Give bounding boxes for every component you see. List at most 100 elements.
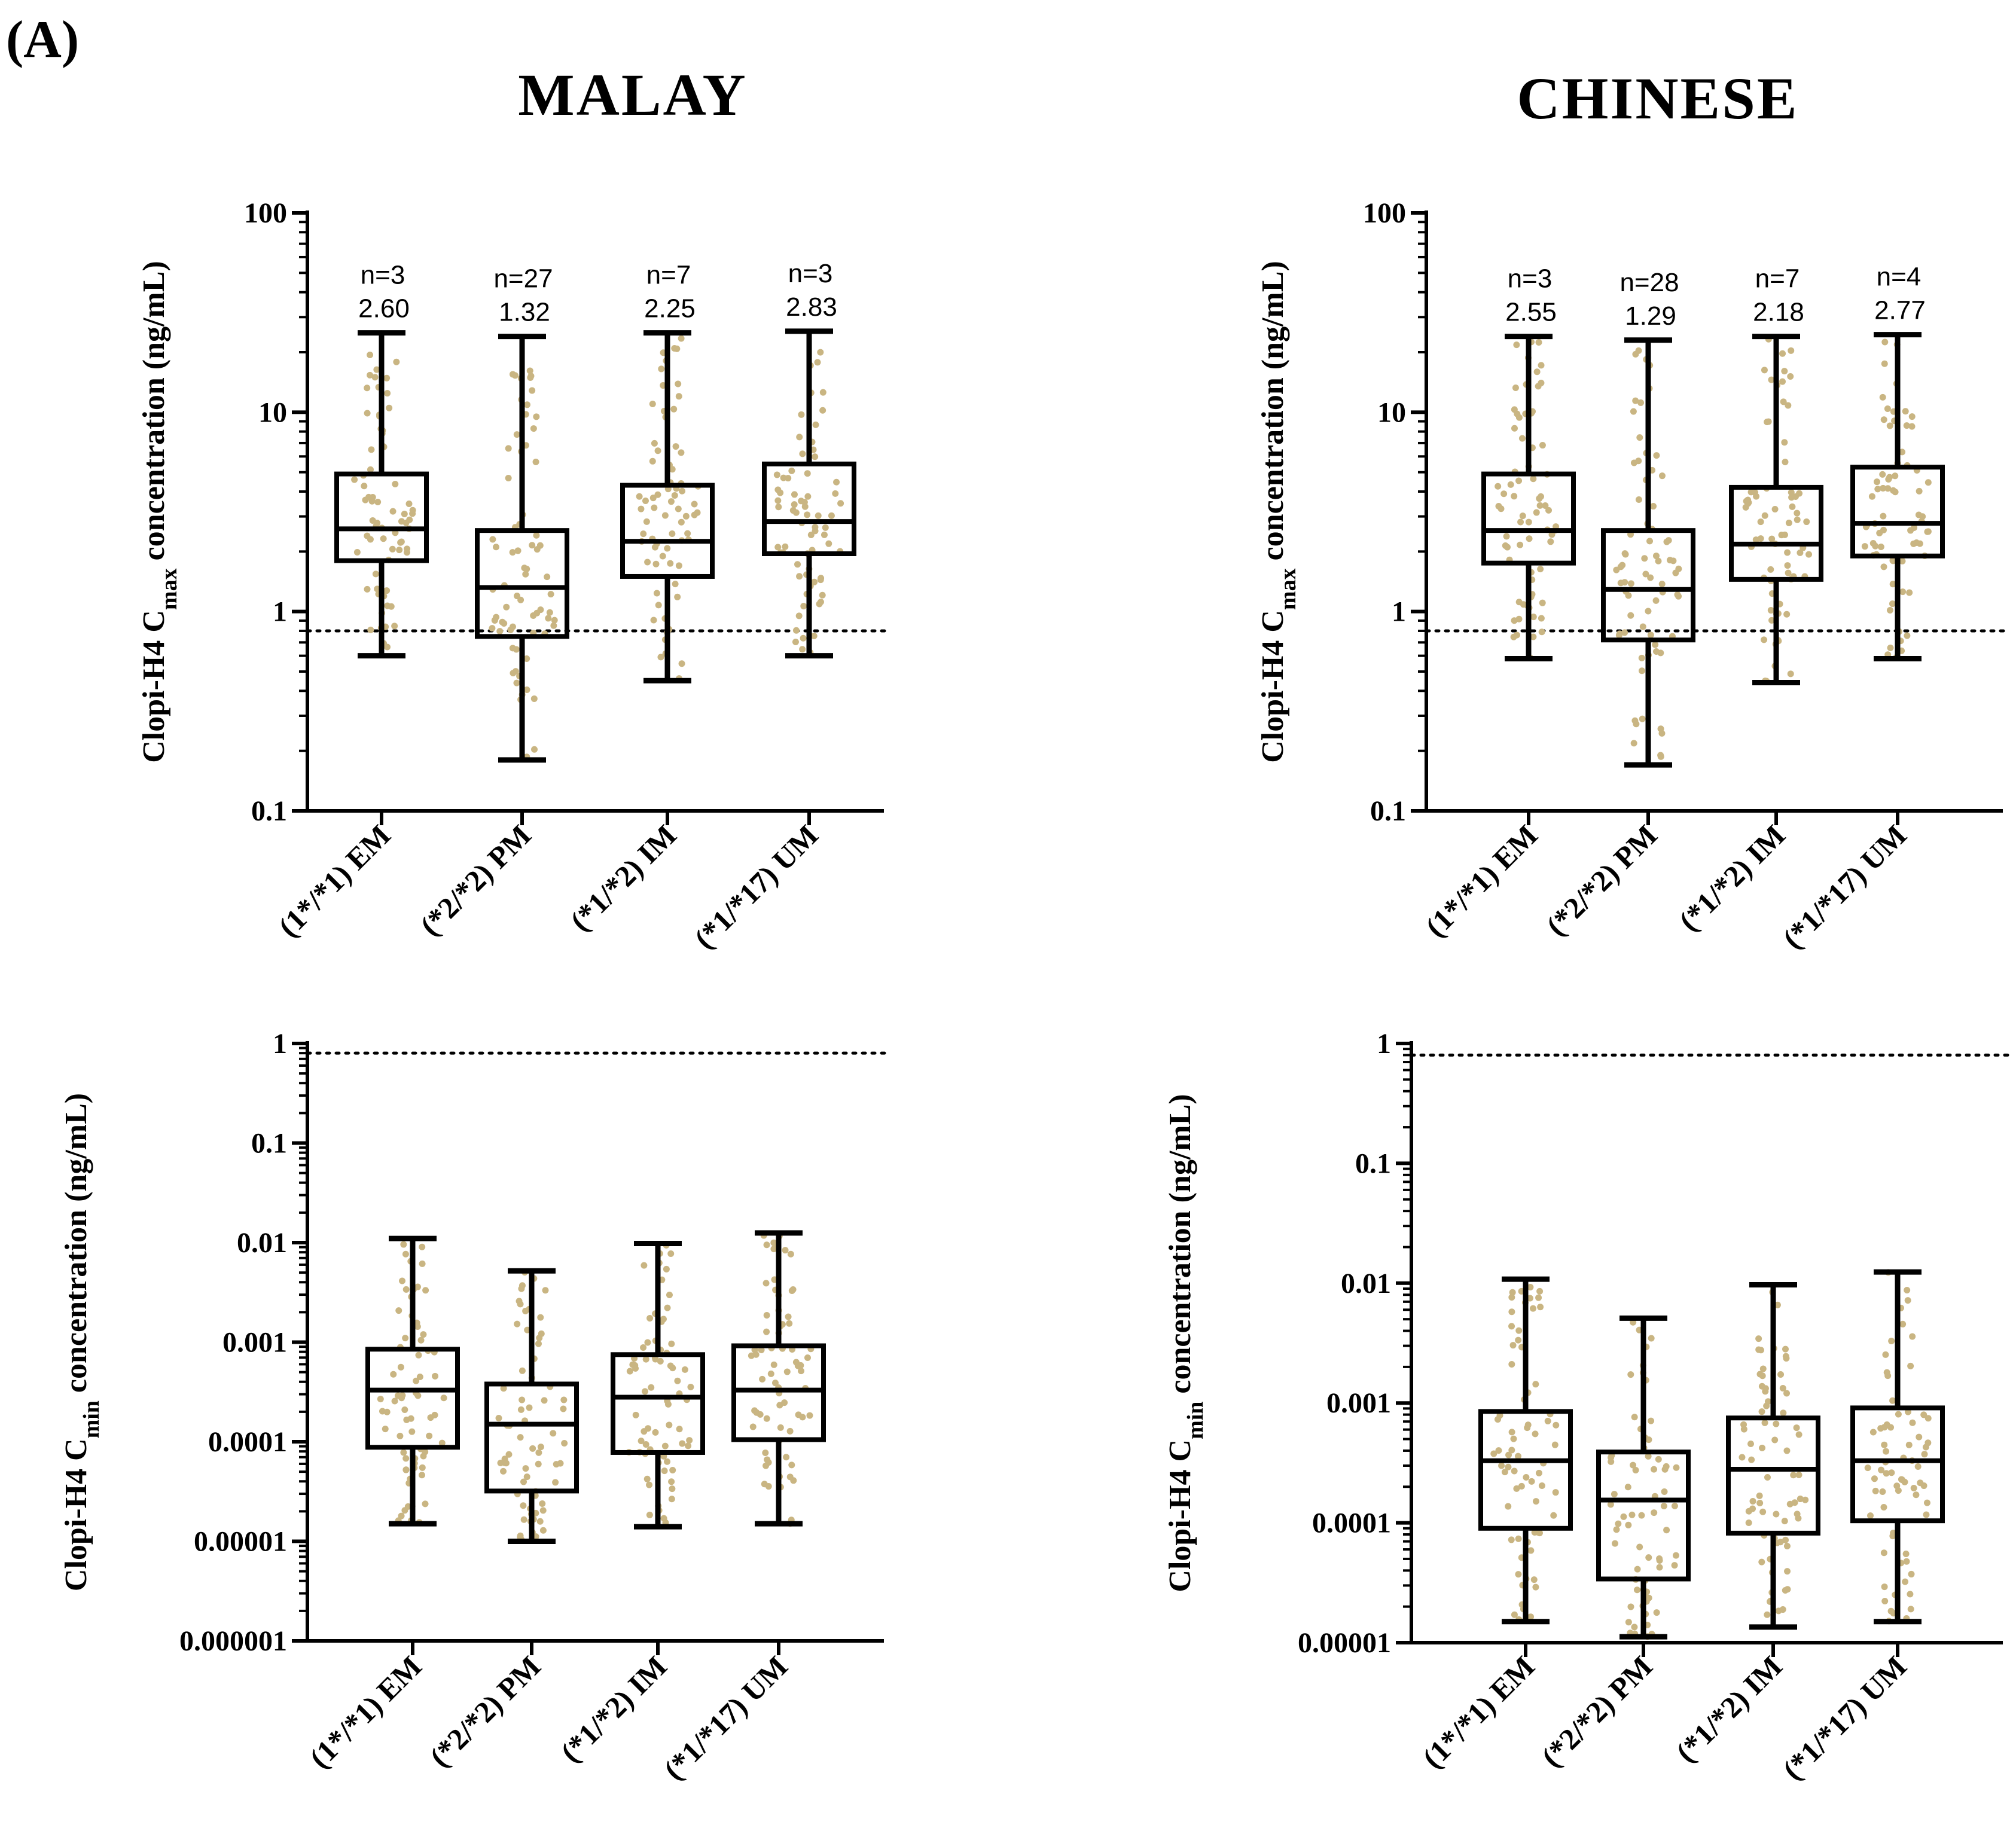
data-point [1636, 434, 1643, 441]
y-axis-label: Clopi-H4 Cmin concentration (ng/mL) [59, 1093, 104, 1591]
data-point [533, 413, 540, 420]
data-point [651, 440, 658, 447]
data-point [1533, 368, 1541, 376]
data-point [661, 1442, 669, 1450]
data-point [1528, 1478, 1535, 1485]
data-point [1535, 338, 1542, 346]
data-point [1511, 493, 1518, 500]
data-point [1783, 611, 1791, 618]
data-point [413, 1377, 420, 1384]
data-point [638, 505, 645, 512]
data-point [1631, 1414, 1638, 1421]
data-point [675, 562, 682, 569]
data-point [489, 625, 496, 632]
data-point [837, 500, 844, 507]
data-point [1756, 1500, 1764, 1507]
data-point [1872, 1487, 1879, 1494]
data-point [1755, 1335, 1762, 1342]
data-point [403, 1416, 410, 1423]
data-point [365, 493, 373, 501]
data-point [819, 407, 826, 414]
data-point [1611, 1540, 1618, 1547]
data-point [1526, 535, 1533, 542]
data-point [1513, 1485, 1520, 1492]
data-point [1525, 518, 1532, 526]
data-point [391, 623, 398, 630]
data-point [684, 530, 691, 537]
data-point [1495, 483, 1502, 490]
data-point [1749, 1505, 1756, 1512]
data-point [416, 1374, 423, 1381]
data-point [758, 1346, 765, 1353]
y-tick-label: 0.00001 [1298, 1627, 1391, 1659]
data-point [422, 1287, 429, 1294]
data-point [1795, 1431, 1802, 1438]
data-point [1883, 1448, 1890, 1455]
data-point [389, 508, 397, 515]
data-point [1910, 1484, 1917, 1491]
data-point [786, 1320, 793, 1327]
data-point [1924, 479, 1932, 486]
data-point [1632, 1466, 1639, 1473]
data-point [1761, 367, 1768, 374]
data-point [1621, 550, 1628, 557]
x-category-label: (*1/*2) IM [1669, 1649, 1789, 1769]
data-point [517, 1301, 524, 1308]
data-point [1768, 535, 1776, 542]
data-point [493, 544, 500, 551]
data-point [1784, 562, 1791, 569]
data-point [648, 1384, 655, 1391]
data-point [1895, 1411, 1902, 1418]
x-category-label: (1*/*1) EM [1416, 1649, 1541, 1774]
data-point [659, 553, 666, 560]
data-point [1792, 493, 1799, 501]
data-point [1904, 632, 1911, 639]
box-2 [484, 1268, 579, 1544]
data-point [372, 570, 379, 578]
data-point [804, 493, 812, 500]
data-point [1880, 416, 1887, 423]
data-point [800, 603, 807, 610]
data-point [1924, 1415, 1932, 1422]
data-point [1903, 1558, 1910, 1565]
data-point [1902, 408, 1909, 415]
data-point [1922, 1444, 1929, 1451]
x-category-label: (*1/*2) IM [1672, 818, 1792, 938]
data-point [1536, 502, 1544, 509]
data-point [374, 499, 382, 506]
data-point [1532, 1430, 1539, 1438]
data-point [1899, 588, 1907, 596]
data-point [1615, 1520, 1622, 1527]
data-point [560, 1405, 567, 1412]
data-point [1909, 1419, 1916, 1426]
data-point [1771, 1436, 1779, 1444]
data-point [1535, 1294, 1542, 1301]
data-point [626, 1368, 633, 1375]
data-point [1884, 485, 1892, 492]
data-point [650, 617, 657, 624]
data-point [513, 679, 520, 686]
data-point [1538, 615, 1545, 622]
data-point [1787, 373, 1794, 380]
data-point [523, 401, 530, 408]
data-point [641, 1262, 648, 1269]
data-point [1627, 1371, 1634, 1378]
data-point [1892, 489, 1899, 496]
y-tick-label: 100 [244, 197, 287, 229]
data-point [1515, 1336, 1522, 1344]
data-point [1895, 1487, 1902, 1494]
data-point [1868, 493, 1875, 500]
data-point [643, 1475, 651, 1482]
data-point [1621, 579, 1628, 586]
box-3 [620, 330, 715, 683]
data-point [1764, 1398, 1771, 1405]
data-point [1619, 562, 1626, 569]
data-point [1864, 1464, 1871, 1472]
data-point [1881, 1441, 1888, 1448]
data-point [1508, 1536, 1515, 1543]
data-point [386, 404, 393, 411]
iqr-box [484, 1381, 579, 1494]
data-point [686, 1437, 693, 1444]
data-point [489, 536, 496, 543]
data-point [557, 1460, 564, 1467]
